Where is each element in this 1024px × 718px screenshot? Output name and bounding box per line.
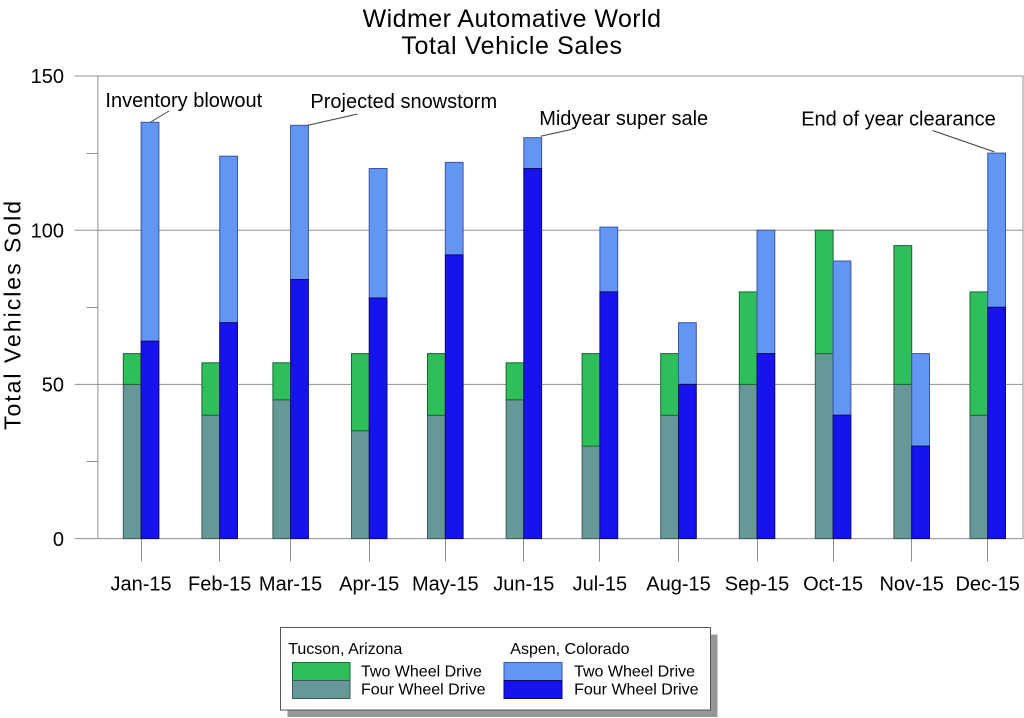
svg-text:Jan-15: Jan-15 [111,573,172,595]
svg-text:0: 0 [53,529,64,551]
svg-text:Mar-15: Mar-15 [259,573,322,595]
svg-text:Apr-15: Apr-15 [339,573,399,595]
svg-text:Tucson, Arizona: Tucson, Arizona [288,641,402,658]
svg-text:Four Wheel Drive: Four Wheel Drive [361,682,486,699]
svg-text:Total Vehicle Sales: Total Vehicle Sales [401,32,622,60]
svg-text:Jun-15: Jun-15 [493,573,554,595]
svg-text:Dec-15: Dec-15 [955,573,1019,595]
svg-text:150: 150 [31,66,64,88]
svg-text:End of year clearance: End of year clearance [801,109,996,131]
svg-text:Jul-15: Jul-15 [573,573,627,595]
svg-text:Sep-15: Sep-15 [725,573,790,595]
svg-text:50: 50 [42,375,64,397]
svg-text:Aug-15: Aug-15 [646,573,711,595]
svg-text:100: 100 [31,220,64,242]
svg-text:Aspen, Colorado: Aspen, Colorado [510,641,629,658]
svg-text:Total Vehicles Sold: Total Vehicles Sold [0,199,26,430]
svg-text:Midyear super sale: Midyear super sale [539,108,708,130]
svg-text:Inventory blowout: Inventory blowout [105,90,262,112]
svg-text:Two Wheel Drive: Two Wheel Drive [574,664,695,681]
svg-text:Two Wheel Drive: Two Wheel Drive [361,664,482,681]
svg-text:Widmer Automative World: Widmer Automative World [363,5,662,33]
svg-text:Feb-15: Feb-15 [188,573,251,595]
svg-text:Oct-15: Oct-15 [803,573,863,595]
svg-text:Projected snowstorm: Projected snowstorm [310,91,497,113]
svg-text:Four Wheel Drive: Four Wheel Drive [574,682,699,699]
svg-text:May-15: May-15 [412,573,479,595]
svg-text:Nov-15: Nov-15 [879,573,943,595]
